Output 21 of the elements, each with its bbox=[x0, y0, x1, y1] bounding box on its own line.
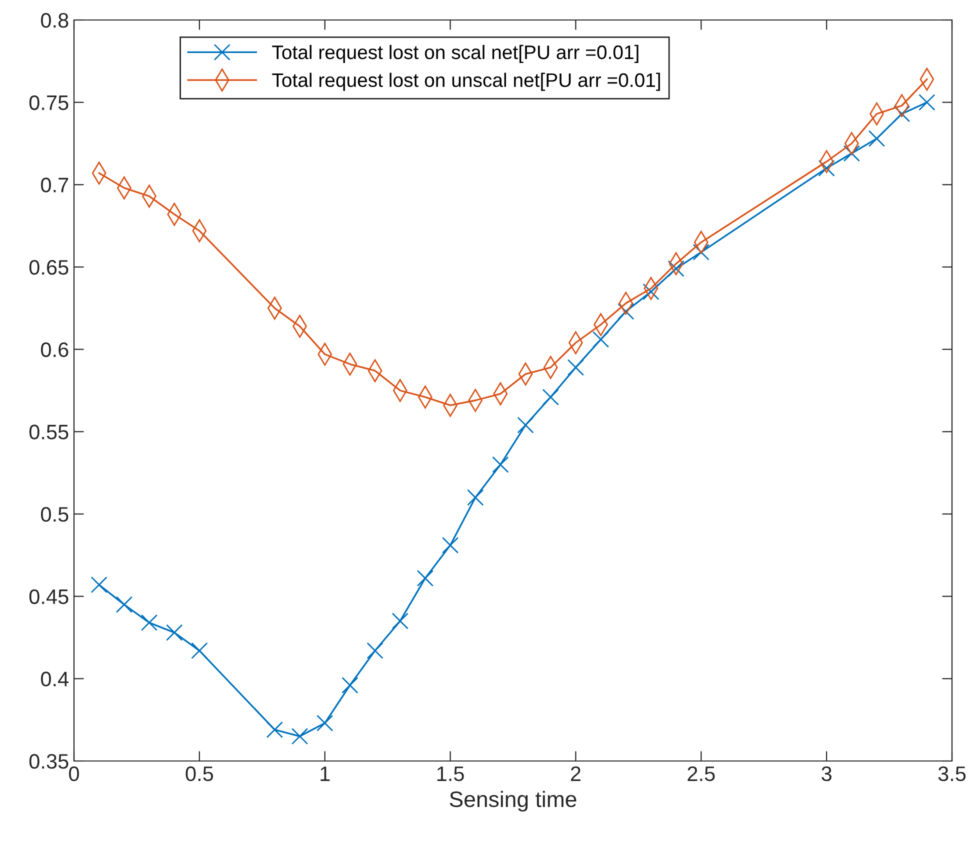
x-tick-label: 0 bbox=[69, 766, 79, 782]
y-tick-label: 0.8 bbox=[40, 13, 68, 28]
y-tick-label: 0.65 bbox=[29, 260, 68, 275]
x-axis-title: Sensing time bbox=[450, 790, 576, 812]
y-tick-label: 0.4 bbox=[40, 672, 69, 686]
y-tick-label: 0.5 bbox=[40, 507, 68, 522]
legend-label: Total request lost on scal net[PU arr =0.01] bbox=[272, 44, 638, 64]
x-tick-label: 3 bbox=[822, 766, 832, 782]
y-tick-label: 0.6 bbox=[40, 342, 68, 358]
y-tick-label: 0.75 bbox=[29, 95, 68, 110]
x-tick-label: 0.5 bbox=[186, 766, 214, 782]
y-tick-label: 0.35 bbox=[29, 754, 68, 769]
y-tick-label: 0.7 bbox=[40, 178, 68, 192]
x-tick-label: 2 bbox=[570, 766, 580, 781]
y-tick-label: 0.45 bbox=[29, 589, 68, 604]
legend-label: Total request lost on unscal net[PU arr =0.01] bbox=[272, 72, 660, 91]
x-tick-label: 3.5 bbox=[938, 766, 966, 782]
x-tick-label: 1.5 bbox=[437, 766, 464, 782]
x-tick-label: 1 bbox=[320, 766, 330, 781]
y-tick-label: 0.55 bbox=[29, 424, 68, 440]
x-tick-label: 2.5 bbox=[688, 766, 715, 782]
